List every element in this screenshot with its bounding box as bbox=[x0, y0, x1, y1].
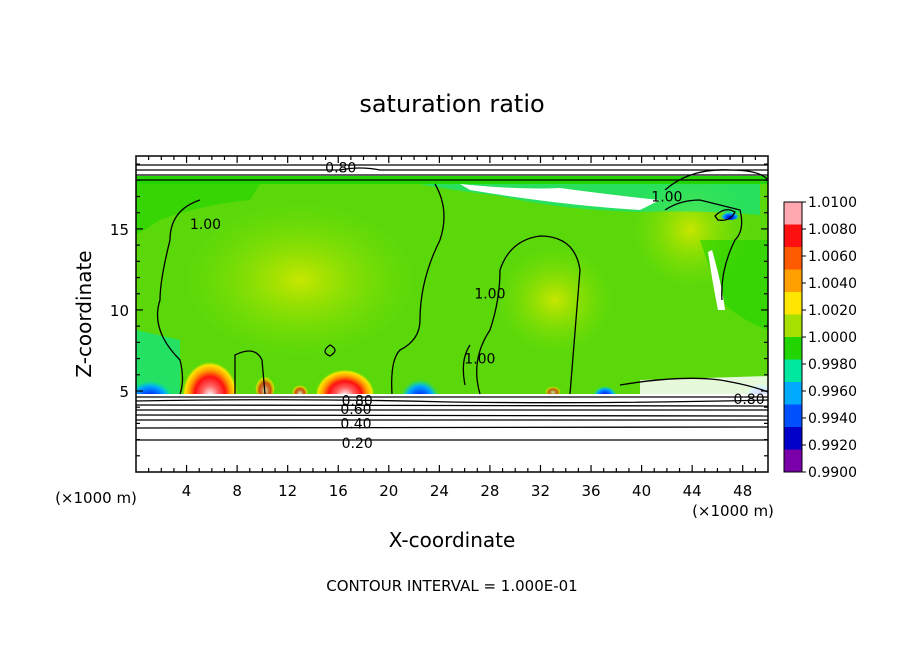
contour-label: 1.00 bbox=[464, 352, 495, 368]
colorbar-swatch bbox=[784, 337, 802, 360]
colorbar-swatch bbox=[784, 247, 802, 270]
contour-interval-note: CONTOUR INTERVAL = 1.000E-01 bbox=[326, 577, 577, 595]
x-tick-label: 20 bbox=[379, 482, 398, 500]
colorbar-swatch bbox=[784, 202, 802, 225]
contour-label: 1.00 bbox=[651, 190, 682, 206]
y-axis-label: Z-coordinate bbox=[72, 250, 96, 377]
contour-label: 0.80 bbox=[733, 392, 764, 408]
colorbar-label: 1.0060 bbox=[808, 249, 857, 265]
contour-label: 0.60 bbox=[340, 402, 371, 418]
x-tick-label: 48 bbox=[733, 482, 752, 500]
colorbar-swatch bbox=[784, 359, 802, 383]
contour-label: 1.00 bbox=[190, 217, 221, 233]
x-unit-right: (×1000 m) bbox=[692, 502, 774, 520]
axis-ticks bbox=[136, 156, 768, 472]
contour-label: 0.80 bbox=[325, 160, 356, 176]
x-tick-label: 28 bbox=[480, 482, 499, 500]
contour-labels: 0.801.001.001.001.000.800.600.400.200.80 bbox=[190, 160, 765, 451]
colorbar-swatch bbox=[784, 404, 802, 428]
x-tick-label: 32 bbox=[531, 482, 550, 500]
x-tick-labels: 4 8 12 16 20 24 28 32 36 40 44 48 bbox=[182, 482, 752, 500]
y-tick-label: 5 bbox=[119, 383, 129, 401]
contour-label: 1.00 bbox=[474, 287, 505, 303]
x-tick-label: 24 bbox=[430, 482, 449, 500]
colorbar-label: 1.0100 bbox=[808, 195, 857, 211]
contour-label: 0.20 bbox=[342, 436, 373, 452]
heatmap-field: 0.801.001.001.001.000.800.600.400.200.80 bbox=[136, 156, 768, 472]
colorbar-label: 0.9920 bbox=[808, 438, 857, 454]
x-unit-left: (×1000 m) bbox=[55, 489, 137, 507]
colorbar-label: 1.0020 bbox=[808, 303, 857, 319]
x-tick-label: 12 bbox=[278, 482, 297, 500]
contour-lines bbox=[136, 164, 768, 441]
x-tick-label: 8 bbox=[232, 482, 242, 500]
colorbar: 1.0100 1.0080 1.0060 1.0040 1.0020 1.0000 0.99… bbox=[783, 195, 857, 481]
colorbar-label: 0.9900 bbox=[808, 465, 857, 481]
colorbar-swatch bbox=[784, 449, 802, 473]
x-tick-label: 16 bbox=[329, 482, 348, 500]
y-tick-label: 15 bbox=[110, 221, 129, 239]
x-tick-label: 40 bbox=[632, 482, 651, 500]
y-tick-label: 10 bbox=[110, 302, 129, 320]
colorbar-label: 0.9960 bbox=[808, 384, 857, 400]
colorbar-label: 1.0000 bbox=[808, 330, 857, 346]
x-tick-label: 44 bbox=[683, 482, 702, 500]
colorbar-swatch bbox=[784, 269, 802, 293]
colorbar-label: 1.0080 bbox=[808, 222, 857, 238]
contour-label: 0.40 bbox=[340, 416, 371, 432]
contour-label: 0.80 bbox=[342, 394, 373, 410]
colorbar-swatch bbox=[784, 382, 802, 405]
colorbar-label: 1.0040 bbox=[808, 276, 857, 292]
colorbar-swatch bbox=[784, 292, 802, 315]
colorbar-swatch bbox=[784, 427, 802, 450]
colorbar-label: 0.9940 bbox=[808, 411, 857, 427]
colorbar-label: 0.9980 bbox=[808, 357, 857, 373]
colorbar-swatch bbox=[784, 314, 802, 338]
chart-title: saturation ratio bbox=[359, 90, 544, 118]
colorbar-swatch bbox=[784, 224, 802, 248]
x-axis-label: X-coordinate bbox=[389, 528, 516, 552]
x-tick-label: 4 bbox=[182, 482, 192, 500]
x-tick-label: 36 bbox=[581, 482, 600, 500]
y-tick-labels: 5 10 15 bbox=[110, 221, 129, 401]
